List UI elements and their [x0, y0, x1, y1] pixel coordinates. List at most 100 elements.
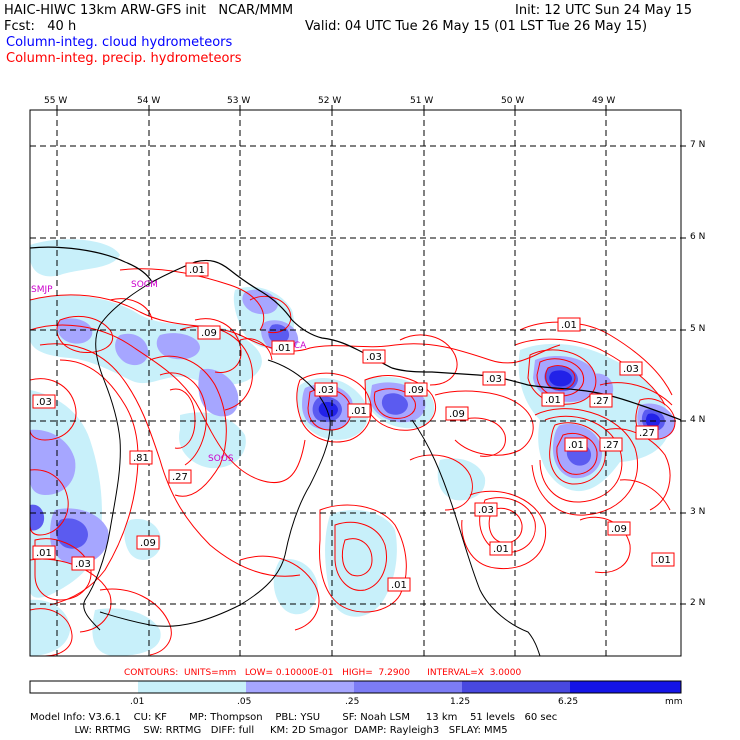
forecast-hour: Fcst: 40 h	[4, 19, 77, 34]
colorbar-frame	[29, 680, 682, 694]
contour-label: .09	[445, 406, 469, 421]
colorbar-tick: 1.25	[450, 697, 471, 707]
svg-text:.27: .27	[603, 440, 619, 451]
station-label: SOOS	[208, 454, 234, 464]
contour-label: .09	[607, 521, 631, 536]
svg-text:.01: .01	[561, 320, 577, 331]
contour-label: .27	[589, 393, 613, 408]
contour-label: .01	[347, 403, 371, 418]
svg-text:.03: .03	[75, 559, 91, 570]
svg-text:.27: .27	[639, 428, 655, 439]
colorbar-tick: .01	[130, 697, 145, 707]
country-borders	[83, 281, 541, 656]
contour-label: .01	[564, 437, 588, 452]
svg-text:.01: .01	[655, 555, 671, 566]
model-title: HAIC-HIWC 13km ARW-GFS init NCAR/MMM	[4, 3, 294, 18]
svg-text:.09: .09	[449, 409, 465, 420]
lat-label: 6 N	[690, 232, 706, 242]
contour-label: .01	[651, 552, 675, 567]
lon-label: 54 W	[137, 96, 161, 106]
svg-text:.09: .09	[140, 538, 156, 549]
svg-text:.03: .03	[623, 364, 639, 375]
colorbar-segment	[462, 681, 570, 693]
svg-text:.81: .81	[133, 453, 149, 464]
svg-text:.01: .01	[493, 544, 509, 555]
contour-label: .81	[129, 450, 153, 465]
svg-text:.01: .01	[568, 440, 584, 451]
svg-text:.03: .03	[318, 385, 334, 396]
contour-label: .03	[32, 394, 56, 409]
contour-label: .03	[314, 382, 338, 397]
svg-text:.01: .01	[36, 548, 52, 559]
svg-text:.03: .03	[36, 397, 52, 408]
contour-label: .01	[32, 545, 56, 560]
contour-label: .03	[362, 349, 386, 364]
svg-text:.27: .27	[593, 396, 609, 407]
svg-text:.01: .01	[189, 265, 205, 276]
contour-label: .03	[71, 556, 95, 571]
contour-label: .09	[136, 535, 160, 550]
svg-text:.03: .03	[486, 374, 502, 385]
lon-label: 53 W	[227, 96, 251, 106]
lat-label: 7 N	[690, 140, 706, 150]
colorbar-units: mm	[665, 697, 683, 707]
colorbar-segment	[30, 681, 138, 693]
contour-label: .01	[541, 392, 565, 407]
svg-text:.09: .09	[201, 328, 217, 339]
field-cloud-label: Column-integ. cloud hydrometeors	[6, 35, 233, 50]
model-info-line2: LW: RRTMG SW: RRTMG DIFF: full KM: 2D Sm…	[30, 725, 508, 736]
colorbar-tick: .25	[345, 697, 360, 707]
lat-label: 3 N	[690, 507, 706, 517]
colorbar-segment	[570, 681, 681, 693]
svg-text:.03: .03	[478, 505, 494, 516]
precip-contours	[30, 268, 676, 656]
station-label: SOCM	[131, 280, 158, 290]
contours-info: CONTOURS: UNITS=mm LOW= 0.10000E-01 HIGH…	[124, 668, 522, 678]
contour-label: .01	[489, 541, 513, 556]
init-time: Init: 12 UTC Sun 24 May 15	[515, 3, 692, 18]
svg-text:.09: .09	[611, 524, 627, 535]
field-precip-label: Column-integ. precip. hydrometeors	[6, 51, 242, 66]
contour-label: .03	[619, 361, 643, 376]
contour-labels: .01 .09 .01 .03 .03 .01 .09 .09 .03 .01 …	[32, 262, 675, 592]
map-frame	[29, 109, 682, 657]
colorbar-segment	[354, 681, 462, 693]
colorbar-segment	[246, 681, 354, 693]
colorbar-tick: .05	[237, 697, 252, 707]
contour-label: .01	[557, 317, 581, 332]
lon-label: 55 W	[44, 96, 68, 106]
valid-time: Valid: 04 UTC Tue 26 May 15 (01 LST Tue …	[305, 19, 648, 34]
contour-label: .27	[168, 469, 192, 484]
contour-label: .03	[474, 502, 498, 517]
lon-label: 49 W	[592, 96, 616, 106]
contour-label: .27	[635, 425, 659, 440]
lon-label: 50 W	[501, 96, 525, 106]
lat-label: 4 N	[690, 415, 706, 425]
lat-label: 2 N	[690, 598, 706, 608]
model-info-line1: Model Info: V3.6.1 CU: KF MP: Thompson P…	[30, 712, 558, 723]
coastline	[30, 246, 681, 421]
svg-text:.01: .01	[351, 406, 367, 417]
tick-marks	[56, 105, 686, 605]
svg-text:.09: .09	[408, 385, 424, 396]
contour-label: .09	[197, 325, 221, 340]
svg-text:.01: .01	[275, 343, 291, 354]
contour-label: .01	[271, 340, 295, 355]
contour-label: .09	[404, 382, 428, 397]
contour-label: .03	[482, 371, 506, 386]
svg-text:.27: .27	[172, 472, 188, 483]
svg-text:.03: .03	[366, 352, 382, 363]
lat-label: 5 N	[690, 324, 706, 334]
contour-label: .27	[599, 437, 623, 452]
contour-label: .01	[387, 577, 411, 592]
colorbar-segment	[138, 681, 246, 693]
lon-label: 52 W	[318, 96, 342, 106]
svg-text:.01: .01	[545, 395, 561, 406]
svg-text:.01: .01	[391, 580, 407, 591]
lon-label: 51 W	[410, 96, 434, 106]
station-label: SMJP	[31, 285, 53, 295]
contour-label: .01	[185, 262, 209, 277]
colorbar-tick: 6.25	[558, 697, 579, 707]
